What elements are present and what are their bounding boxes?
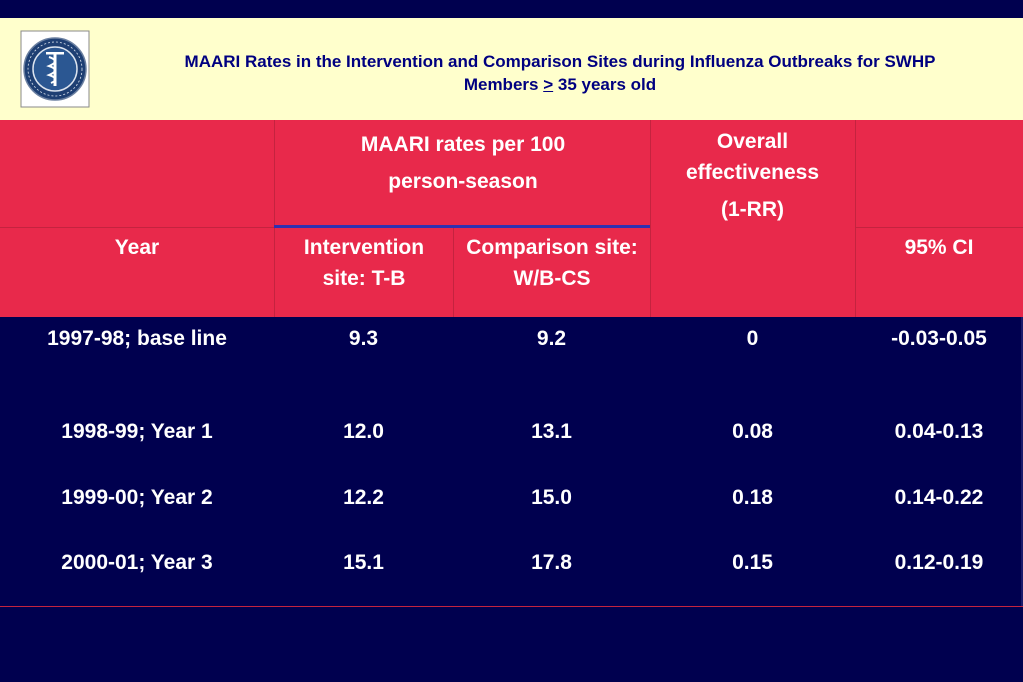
cell-year: 1999-00; Year 2 (61, 486, 213, 509)
table-right-border (1021, 317, 1023, 607)
header-year: Year (114, 236, 160, 259)
table-row: 2000-01; Year 3 15.1 17.8 0.15 0.12-0.19 (0, 543, 1023, 583)
cell-effectiveness: 0 (746, 327, 759, 350)
header-divider (855, 227, 1023, 228)
header-overall-effectiveness: Overall effectiveness (685, 130, 820, 184)
cell-effectiveness: 0.18 (732, 486, 773, 509)
header-divider (855, 120, 856, 317)
cell-intervention: 9.3 (348, 327, 379, 350)
cell-year: 1998-99; Year 1 (61, 420, 213, 443)
title-line2-prefix: Members (463, 75, 544, 94)
college-seal-logo (20, 30, 90, 108)
table-row: 1999-00; Year 2 12.2 15.0 0.18 0.14-0.22 (0, 478, 1023, 518)
cell-ci: 0.12-0.19 (894, 551, 984, 574)
header-intervention: Intervention site: T-B (303, 236, 425, 290)
cell-ci: -0.03-0.05 (891, 327, 987, 350)
header-divider (453, 227, 454, 317)
top-band (0, 0, 1023, 18)
header-divider (0, 227, 274, 228)
cell-intervention: 12.0 (343, 420, 384, 443)
cell-year: 1997-98; base line (47, 327, 227, 350)
group-underline (274, 225, 650, 228)
cell-year: 2000-01; Year 3 (61, 551, 213, 574)
cell-intervention: 12.2 (343, 486, 384, 509)
title-line2-suffix: 35 years old (553, 75, 657, 94)
title-band: MAARI Rates in the Intervention and Comp… (0, 18, 1023, 120)
table-header: MAARI rates per 100 person-season Overal… (0, 120, 1023, 317)
cell-effectiveness: 0.15 (732, 551, 773, 574)
cell-ci: 0.04-0.13 (894, 420, 984, 443)
slide-title: MAARI Rates in the Intervention and Comp… (100, 50, 1020, 96)
header-group-rates: MAARI rates per 100 person-season (360, 133, 566, 193)
slide-title-line2: Members > 35 years old (100, 73, 1020, 96)
header-divider (650, 120, 651, 317)
header-divider (274, 120, 275, 317)
header-95-ci: 95% CI (904, 236, 974, 259)
header-comparison: Comparison site: W/B-CS (466, 236, 638, 290)
header-overall-sub: (1-RR) (721, 198, 784, 221)
slide-title-line1: MAARI Rates in the Intervention and Comp… (184, 52, 936, 71)
cell-comparison: 17.8 (531, 551, 572, 574)
greater-equal-symbol: > (543, 75, 554, 94)
cell-intervention: 15.1 (343, 551, 384, 574)
table-row: 1997-98; base line 9.3 9.2 0 -0.03-0.05 (0, 319, 1023, 359)
table-row: 1998-99; Year 1 12.0 13.1 0.08 0.04-0.13 (0, 412, 1023, 452)
cell-comparison: 13.1 (531, 420, 572, 443)
table-bottom-rule (0, 606, 1023, 607)
cell-ci: 0.14-0.22 (894, 486, 984, 509)
cell-comparison: 15.0 (531, 486, 572, 509)
cell-effectiveness: 0.08 (732, 420, 773, 443)
cell-comparison: 9.2 (536, 327, 567, 350)
